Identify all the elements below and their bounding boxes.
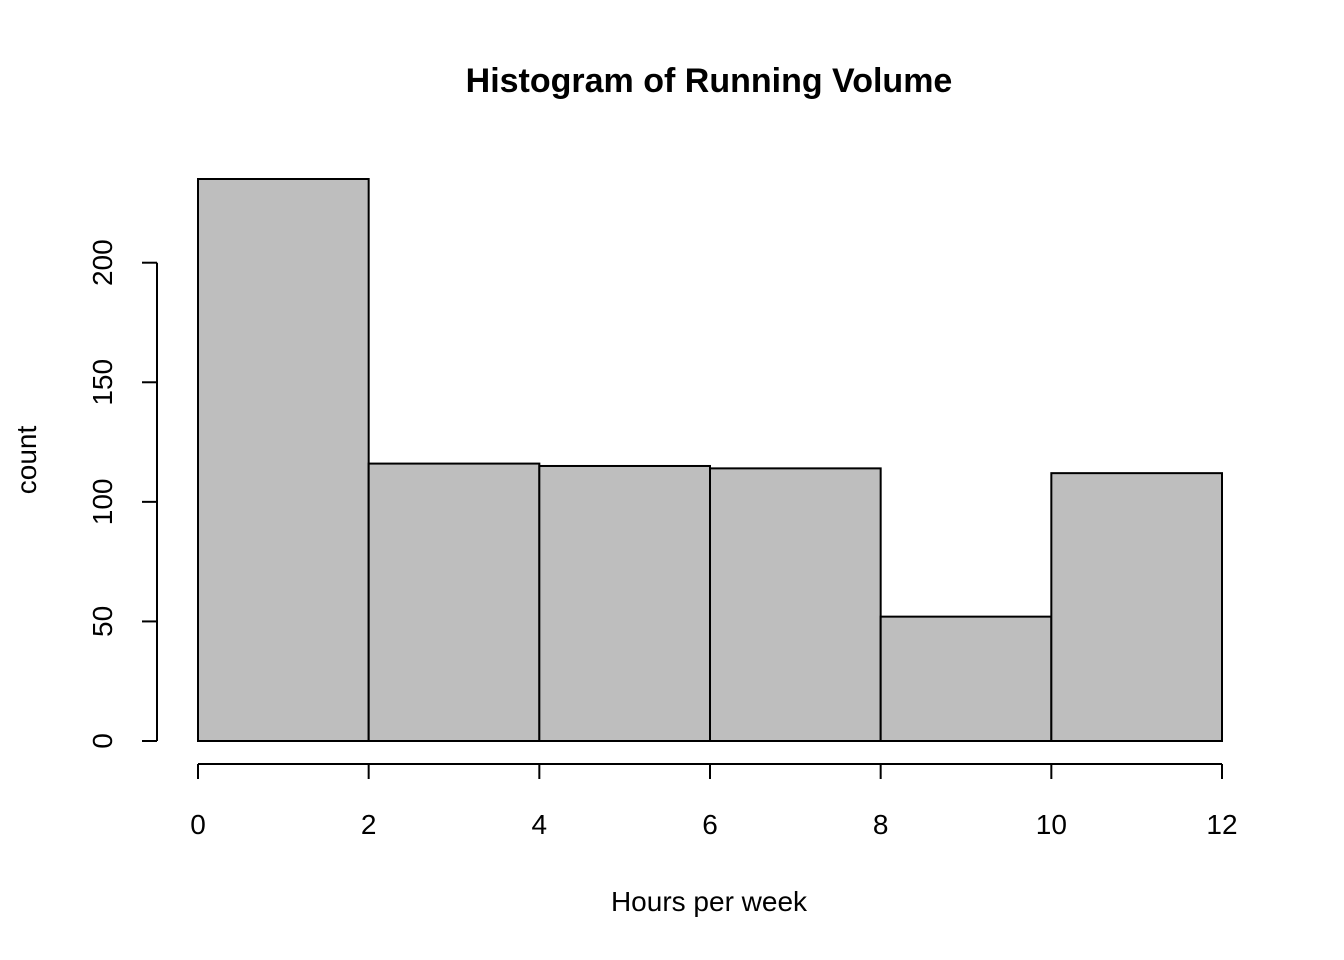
bars-group xyxy=(197,178,1224,743)
histogram-bar-3 xyxy=(709,467,882,742)
x-tick-label-12: 12 xyxy=(1206,809,1237,840)
x-axis: 0 2 4 6 8 10 12 xyxy=(190,763,1238,840)
y-tick-label-200: 200 xyxy=(87,239,118,286)
y-tick-label-50: 50 xyxy=(87,606,118,637)
x-axis-title: Hours per week xyxy=(611,886,808,917)
histogram-bar-5 xyxy=(1050,472,1224,742)
y-tick-label-100: 100 xyxy=(87,478,118,525)
histogram-bar-1 xyxy=(367,462,541,742)
x-tick-label-4: 4 xyxy=(532,809,548,840)
histogram-bar-4 xyxy=(879,615,1053,743)
histogram-bar-0 xyxy=(197,178,370,742)
y-axis: 0 50 100 150 200 xyxy=(87,239,158,749)
x-tick-label-10: 10 xyxy=(1036,809,1067,840)
x-tick-label-8: 8 xyxy=(873,809,889,840)
x-tick-label-0: 0 xyxy=(190,809,206,840)
histogram-bar-2 xyxy=(538,464,711,742)
y-tick-label-150: 150 xyxy=(87,359,118,406)
y-tick-label-0: 0 xyxy=(87,733,118,749)
x-tick-label-2: 2 xyxy=(361,809,377,840)
x-tick-label-6: 6 xyxy=(702,809,718,840)
chart-title: Histogram of Running Volume xyxy=(466,62,953,100)
y-axis-title: count xyxy=(11,426,42,495)
